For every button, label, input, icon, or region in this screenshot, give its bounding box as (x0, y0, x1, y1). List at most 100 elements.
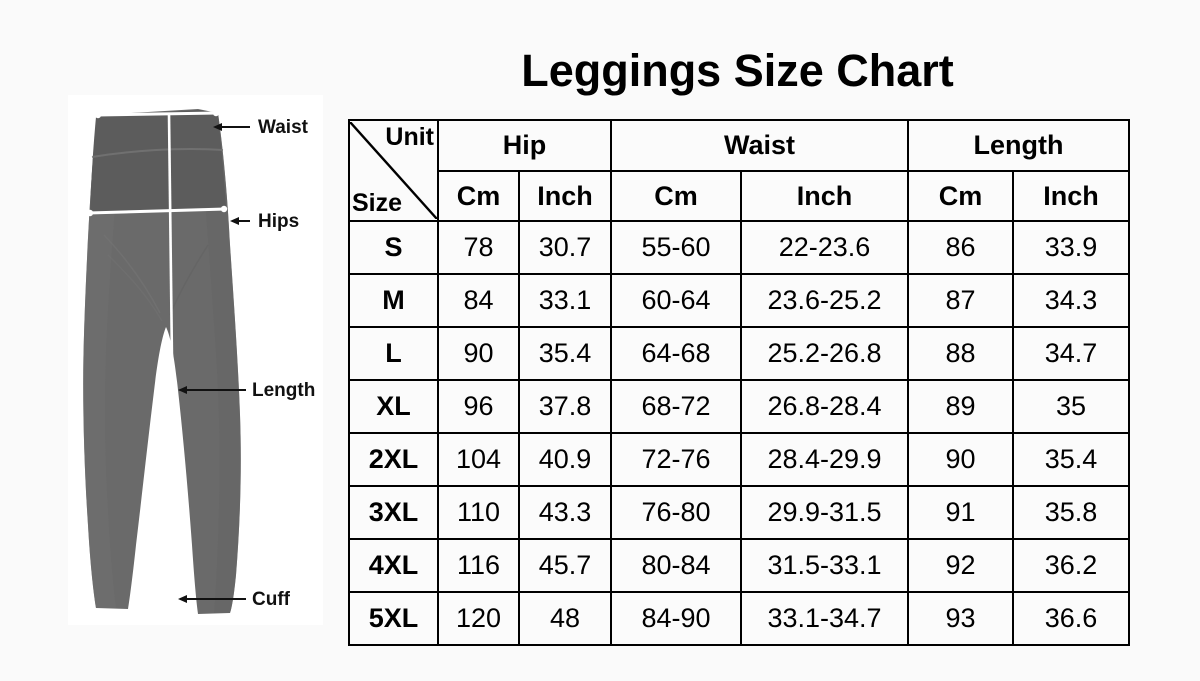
size-chart-table: Unit Size Hip Waist Length Cm Inch Cm In… (348, 119, 1130, 646)
cell-length-cm: 91 (907, 485, 1014, 540)
cell-length-inch: 35 (1012, 379, 1130, 434)
leggings-shading-right (200, 113, 241, 613)
waistband-seam (91, 147, 224, 158)
cell-length-cm: 90 (907, 432, 1014, 487)
waist-endpoint-left (94, 111, 102, 119)
group-header-length: Length (907, 119, 1130, 172)
cell-waist-cm: 72-76 (610, 432, 742, 487)
table-row: 4XL 116 45.7 80-84 31.5-33.1 92 36.2 (348, 538, 1130, 593)
cell-hip-cm: 84 (437, 273, 520, 328)
cuff-endpoint-right (187, 604, 193, 610)
hips-endpoint-right (220, 205, 228, 213)
cell-length-cm: 93 (907, 591, 1014, 646)
cell-size: 2XL (348, 432, 439, 487)
cell-size: S (348, 220, 439, 275)
table-row: 5XL 120 48 84-90 33.1-34.7 93 36.6 (348, 591, 1130, 646)
cell-waist-inch: 23.6-25.2 (740, 273, 909, 328)
leggings-shading-left (83, 145, 120, 608)
measurement-label-cuff: Cuff (252, 589, 290, 610)
group-header-hip: Hip (437, 119, 612, 172)
table-row: XL 96 37.8 68-72 26.8-28.4 89 35 (348, 379, 1130, 434)
cell-length-inch: 36.2 (1012, 538, 1130, 593)
cell-hip-inch: 40.9 (518, 432, 612, 487)
waist-measure-line (95, 111, 219, 117)
cell-hip-cm: 104 (437, 432, 520, 487)
cell-length-inch: 33.9 (1012, 220, 1130, 275)
diagonal-divider-icon (350, 122, 437, 219)
cell-size: 4XL (348, 538, 439, 593)
measurement-label-length: Length (252, 380, 316, 401)
group-header-waist: Waist (610, 119, 909, 172)
cell-length-cm: 89 (907, 379, 1014, 434)
table-row: S 78 30.7 55-60 22-23.6 86 33.9 (348, 220, 1130, 275)
cell-waist-inch: 28.4-29.9 (740, 432, 909, 487)
cell-waist-cm: 60-64 (610, 273, 742, 328)
cell-hip-inch: 45.7 (518, 538, 612, 593)
cell-length-cm: 86 (907, 220, 1014, 275)
cuff-endpoint-left (157, 604, 163, 610)
cell-waist-cm: 64-68 (610, 326, 742, 381)
cell-hip-inch: 33.1 (518, 273, 612, 328)
fold-line-3 (169, 244, 209, 316)
cell-length-inch: 35.4 (1012, 432, 1130, 487)
hips-measure-line (87, 207, 227, 215)
leggings-figure-svg (68, 95, 323, 625)
cell-size: 3XL (348, 485, 439, 540)
cell-hip-inch: 35.4 (518, 326, 612, 381)
waist-endpoint-right (212, 109, 220, 117)
cell-length-inch: 36.6 (1012, 591, 1130, 646)
corner-size-label: Size (352, 189, 403, 217)
size-table-body: S 78 30.7 55-60 22-23.6 86 33.9 M 84 33.1 60-64 23.… (348, 220, 1130, 646)
length-measure-line (167, 113, 177, 608)
fold-line-1 (103, 234, 161, 314)
cell-waist-inch: 29.9-31.5 (740, 485, 909, 540)
cell-length-inch: 34.7 (1012, 326, 1130, 381)
cell-waist-cm: 55-60 (610, 220, 742, 275)
unit-header-waist-cm: Cm (610, 170, 742, 222)
cell-waist-inch: 33.1-34.7 (740, 591, 909, 646)
table-row: 2XL 104 40.9 72-76 28.4-29.9 90 35.4 (348, 432, 1130, 487)
measurement-label-waist: Waist (258, 117, 308, 138)
cell-size: XL (348, 379, 439, 434)
unit-header-waist-inch: Inch (740, 170, 909, 222)
unit-header-hip-cm: Cm (437, 170, 520, 222)
cell-size: M (348, 273, 439, 328)
cell-length-cm: 87 (907, 273, 1014, 328)
leggings-waistband (90, 110, 226, 213)
unit-header-length-cm: Cm (907, 170, 1014, 222)
cell-hip-inch: 30.7 (518, 220, 612, 275)
fold-line-2 (107, 254, 163, 322)
cell-waist-inch: 25.2-26.8 (740, 326, 909, 381)
leggings-illustration-panel (68, 95, 323, 625)
cell-waist-inch: 31.5-33.1 (740, 538, 909, 593)
cell-waist-inch: 22-23.6 (740, 220, 909, 275)
cell-hip-cm: 120 (437, 591, 520, 646)
page-title: Leggings Size Chart (521, 45, 954, 96)
corner-unit-size-cell: Unit Size (348, 119, 439, 222)
cell-length-inch: 34.3 (1012, 273, 1130, 328)
unit-header-length-inch: Inch (1012, 170, 1130, 222)
table-header-group-row: Unit Size Hip Waist Length (348, 119, 1130, 222)
cell-length-cm: 88 (907, 326, 1014, 381)
cell-hip-inch: 43.3 (518, 485, 612, 540)
cell-hip-cm: 116 (437, 538, 520, 593)
unit-header-hip-inch: Inch (518, 170, 612, 222)
cell-waist-cm: 76-80 (610, 485, 742, 540)
table-row: L 90 35.4 64-68 25.2-26.8 88 34.7 (348, 326, 1130, 381)
cell-waist-cm: 84-90 (610, 591, 742, 646)
cell-hip-inch: 48 (518, 591, 612, 646)
table-row: 3XL 110 43.3 76-80 29.9-31.5 91 35.8 (348, 485, 1130, 540)
cell-length-cm: 92 (907, 538, 1014, 593)
cell-size: L (348, 326, 439, 381)
corner-unit-label: Unit (385, 123, 434, 151)
cell-waist-cm: 68-72 (610, 379, 742, 434)
cell-waist-inch: 26.8-28.4 (740, 379, 909, 434)
table-header-unit-row: Cm Inch Cm Inch Cm Inch (349, 170, 1130, 222)
cell-size: 5XL (348, 591, 439, 646)
cell-hip-cm: 110 (437, 485, 520, 540)
hips-endpoint-left (86, 209, 94, 217)
measurement-label-hips: Hips (258, 211, 300, 232)
cell-length-inch: 35.8 (1012, 485, 1130, 540)
cell-hip-cm: 78 (437, 220, 520, 275)
cell-hip-cm: 96 (437, 379, 520, 434)
